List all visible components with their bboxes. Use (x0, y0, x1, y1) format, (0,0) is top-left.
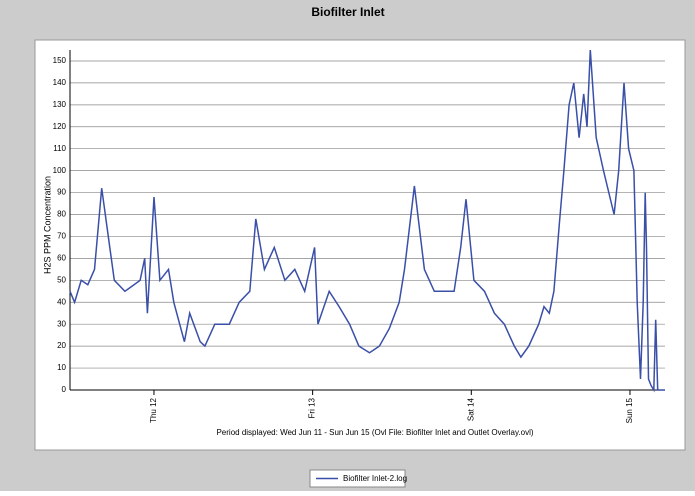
y-tick-label: 30 (57, 319, 66, 328)
y-tick-label: 0 (62, 385, 67, 394)
x-tick-label: Sun 15 (625, 397, 634, 423)
y-tick-label: 70 (57, 232, 66, 241)
x-tick-label: Sat 14 (466, 397, 475, 421)
x-axis-label: Period displayed: Wed Jun 11 - Sun Jun 1… (216, 428, 533, 437)
data-line (69, 49, 665, 393)
legend-label: Biofilter Inlet-2.log (343, 474, 407, 483)
y-tick-label: 100 (53, 166, 67, 175)
y-tick-label: 80 (57, 210, 66, 219)
y-tick-label: 20 (57, 341, 66, 350)
y-tick-label: 130 (53, 100, 67, 109)
y-tick-label: 120 (53, 122, 67, 131)
y-axis-label: H2S PPM Concentration (42, 176, 52, 274)
y-tick-label: 90 (57, 188, 66, 197)
y-tick-label: 40 (57, 297, 66, 306)
x-tick-label: Thu 12 (149, 397, 158, 422)
y-tick-label: 140 (53, 78, 67, 87)
y-tick-label: 10 (57, 363, 66, 372)
chart-title: Biofilter Inlet (311, 5, 384, 19)
y-tick-label: 60 (57, 253, 66, 262)
y-tick-label: 50 (57, 275, 66, 284)
y-tick-label: 150 (53, 56, 67, 65)
legend (309, 469, 406, 488)
x-tick-label: Fri 13 (308, 397, 317, 418)
y-tick-label: 110 (53, 144, 66, 153)
